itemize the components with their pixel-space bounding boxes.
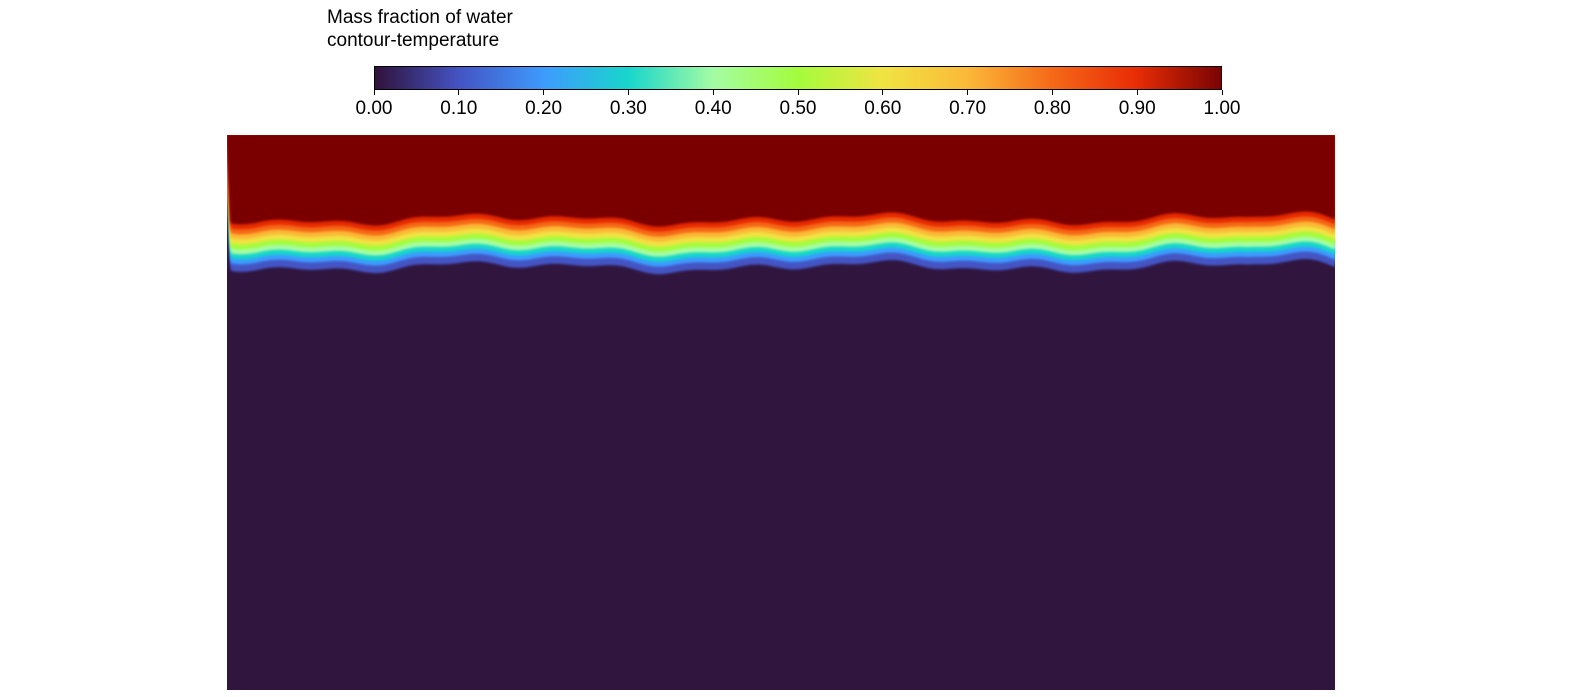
colorbar-tick-label: 0.90 <box>1118 98 1156 119</box>
legend-title: Mass fraction of water contour-temperatu… <box>327 6 513 52</box>
colorbar-tick-label: 0.70 <box>949 98 987 119</box>
colorbar-tick <box>627 90 629 95</box>
colorbar-tick <box>1136 90 1138 95</box>
contour-plot <box>227 135 1335 690</box>
colorbar-tick <box>373 90 375 95</box>
colorbar-tick <box>458 90 460 95</box>
colorbar-tick-label: 0.80 <box>1033 98 1071 119</box>
colorbar-tick-label: 0.00 <box>355 98 393 119</box>
colorbar-tick-label: 0.50 <box>779 98 817 119</box>
colorbar-tick-label: 1.00 <box>1203 98 1241 119</box>
colorbar-tick-label: 0.10 <box>440 98 478 119</box>
legend-title-line1: Mass fraction of water <box>327 7 513 28</box>
colorbar-tick <box>1051 90 1053 95</box>
colorbar-tick <box>543 90 545 95</box>
colorbar <box>374 66 1222 90</box>
colorbar-tick <box>797 90 799 95</box>
colorbar-tick <box>882 90 884 95</box>
colorbar-ticks: 0.00 0.10 0.20 0.30 0.40 0.50 0.60 0.70 0.80 0.90… <box>356 90 1240 130</box>
colorbar-tick-label: 0.60 <box>864 98 902 119</box>
colorbar-tick-label: 0.40 <box>694 98 732 119</box>
colorbar-tick-label: 0.30 <box>609 98 647 119</box>
contour-band <box>227 135 1335 225</box>
legend-title-line2: contour-temperature <box>327 30 500 51</box>
colorbar-tick <box>712 90 714 95</box>
interface-bands <box>227 135 1335 275</box>
colorbar-tick <box>967 90 969 95</box>
colorbar-tick <box>1221 90 1223 95</box>
colorbar-tick-label: 0.20 <box>525 98 563 119</box>
